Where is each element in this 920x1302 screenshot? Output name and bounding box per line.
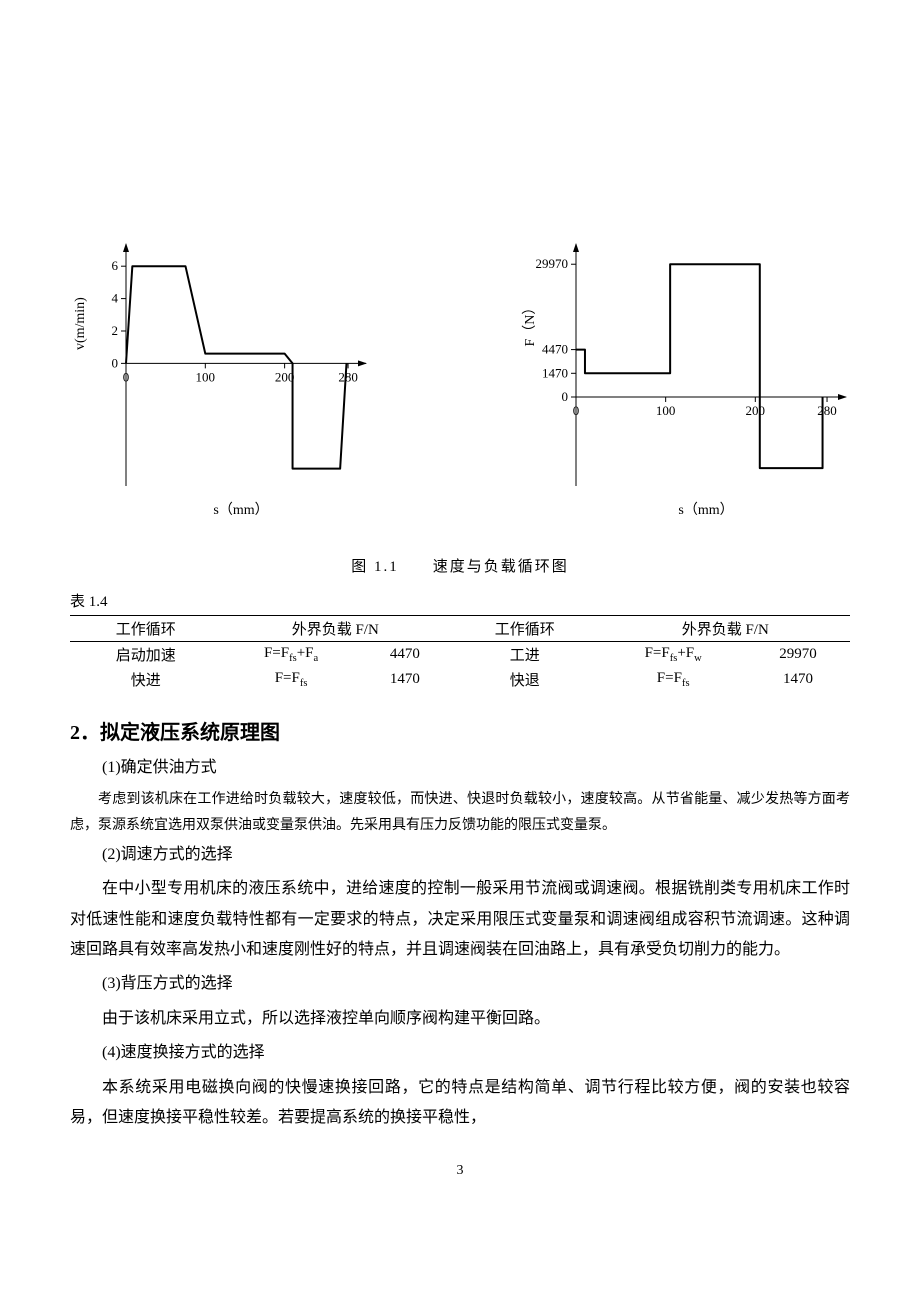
item-heading: (3)背压方式的选择 [70, 969, 850, 999]
table-header-cell: 外界负载 F/N [600, 616, 850, 642]
svg-text:0: 0 [123, 369, 130, 384]
table-cell: 4470 [361, 642, 449, 668]
svg-text:v(m/min): v(m/min) [73, 297, 88, 350]
svg-text:2: 2 [112, 323, 119, 338]
velocity-chart: 0 100 200 280 0 2 4 6 s（mm） v(m/min) [70, 240, 370, 525]
svg-text:F（N）: F（N） [522, 301, 538, 347]
table-cell: 1470 [361, 667, 449, 692]
svg-text:100: 100 [196, 369, 216, 384]
svg-text:1470: 1470 [542, 365, 568, 380]
svg-text:6: 6 [112, 258, 119, 273]
table-cell: F=Ffs [221, 667, 360, 692]
force-chart: 0 100 200 280 0 1470 4470 29970 s（mm） F（N） [520, 240, 850, 525]
section-heading: 2．拟定液压系统原理图 [70, 716, 850, 745]
svg-text:200: 200 [275, 369, 295, 384]
table-header-cell: 工作循环 [449, 616, 600, 642]
table-row: 启动加速F=Ffs+Fa4470工进F=Ffs+Fw29970 [70, 642, 850, 668]
table-cell: F=Ffs [600, 667, 745, 692]
load-table: 工作循环外界负载 F/N工作循环外界负载 F/N 启动加速F=Ffs+Fa447… [70, 615, 850, 692]
item-body: 考虑到该机床在工作进给时负载较大，速度较低，而快进、快退时负载较小，速度较高。从… [70, 787, 850, 837]
table-cell: 启动加速 [70, 642, 221, 668]
svg-text:4470: 4470 [542, 342, 568, 357]
item-heading: (1)确定供油方式 [70, 753, 850, 783]
item-heading: (2)调速方式的选择 [70, 840, 850, 870]
table-cell: 1470 [746, 667, 850, 692]
item-body: 在中小型专用机床的液压系统中，进给速度的控制一般采用节流阀或调速阀。根据铣削类专… [70, 874, 850, 965]
item-body: 本系统采用电磁换向阀的快慢速换接回路，它的特点是结构简单、调节行程比较方便，阀的… [70, 1073, 850, 1134]
table-header-cell: 工作循环 [70, 616, 221, 642]
table-cell: 快进 [70, 667, 221, 692]
table-cell: F=Ffs+Fw [600, 642, 745, 668]
table-label: 表 1.4 [70, 590, 850, 611]
svg-text:100: 100 [656, 403, 676, 418]
svg-text:200: 200 [746, 403, 766, 418]
table-header-cell: 外界负载 F/N [221, 616, 449, 642]
page-number: 3 [70, 1163, 850, 1179]
svg-text:s（mm）: s（mm） [678, 502, 733, 518]
table-cell: 29970 [746, 642, 850, 668]
svg-text:0: 0 [112, 355, 119, 370]
svg-text:280: 280 [338, 369, 358, 384]
table-cell: 快退 [449, 667, 600, 692]
svg-text:s（mm）: s（mm） [213, 502, 268, 518]
table-cell: 工进 [449, 642, 600, 668]
svg-text:4: 4 [112, 291, 119, 306]
charts-row: 0 100 200 280 0 2 4 6 s（mm） v(m/min) 0 100 200 280 0 1… [70, 240, 850, 525]
figure-caption: 图 1.1 速度与负载循环图 [70, 555, 850, 576]
svg-text:29970: 29970 [536, 256, 569, 271]
item-body: 由于该机床采用立式，所以选择液控单向顺序阀构建平衡回路。 [70, 1004, 850, 1034]
svg-text:0: 0 [562, 389, 569, 404]
table-cell: F=Ffs+Fa [221, 642, 360, 668]
table-row: 快进F=Ffs1470快退F=Ffs1470 [70, 667, 850, 692]
svg-text:0: 0 [573, 403, 580, 418]
svg-text:280: 280 [817, 403, 837, 418]
item-heading: (4)速度换接方式的选择 [70, 1038, 850, 1068]
